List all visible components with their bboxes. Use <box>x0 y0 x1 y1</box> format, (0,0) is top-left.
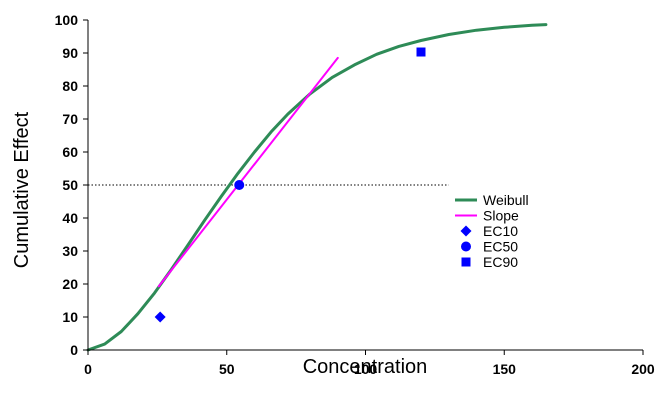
x-tick-label: 150 <box>493 361 517 377</box>
x-tick-label: 100 <box>354 361 378 377</box>
x-tick-label: 50 <box>219 361 235 377</box>
y-tick-label: 0 <box>70 342 78 358</box>
y-tick-label: 100 <box>55 12 79 28</box>
point-ec90 <box>416 47 426 57</box>
series-slope-line <box>157 56 339 288</box>
point-ec50 <box>234 180 245 190</box>
y-tick-label: 70 <box>62 111 78 127</box>
legend-label-slope: Slope <box>483 208 519 224</box>
legend-swatch-ec50 <box>461 241 471 252</box>
axes-layer: 0 10 20 30 40 50 60 70 80 90 100 0 50 100 150 200 <box>55 12 655 377</box>
legend-swatch-ec90 <box>461 257 471 267</box>
y-tick-label: 10 <box>62 309 78 325</box>
y-tick-label: 40 <box>62 210 78 226</box>
y-tick-label: 80 <box>62 78 78 94</box>
x-tick-label: 0 <box>84 361 92 377</box>
legend-label-weibull: Weibull <box>483 192 529 208</box>
legend-swatch-ec10 <box>460 225 472 237</box>
legend-label-ec90: EC90 <box>483 254 518 270</box>
plot-layer <box>86 23 548 352</box>
x-tick-label: 200 <box>631 361 655 377</box>
legend-label-ec50: EC50 <box>483 239 518 255</box>
legend-label-ec10: EC10 <box>483 223 518 239</box>
y-tick-label: 90 <box>62 45 78 61</box>
y-tick-label: 50 <box>62 177 78 193</box>
y-axis-title: Cumulative Effect <box>11 111 33 268</box>
y-tick-label: 30 <box>62 243 78 259</box>
point-ec10 <box>154 311 166 323</box>
y-tick-label: 20 <box>62 276 78 292</box>
y-tick-label: 60 <box>62 144 78 160</box>
series-weibull-line <box>86 23 548 352</box>
x-axis-title: Concentration <box>303 356 428 378</box>
